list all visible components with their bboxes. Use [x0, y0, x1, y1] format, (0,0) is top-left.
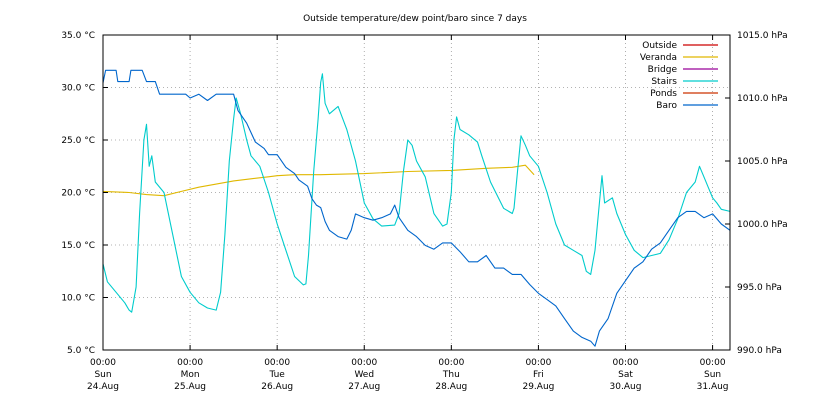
- x-tick-day-label: Wed: [354, 370, 374, 380]
- y-left-tick-label: 35.0 °C: [61, 31, 95, 41]
- y-right-tick-label: 990.0 hPa: [737, 346, 782, 356]
- x-tick-time-label: 00:00: [525, 358, 551, 368]
- legend: Outside Veranda Bridge Stairs Ponds Baro: [640, 41, 718, 111]
- axes: 5.0 °C 10.0 °C 15.0 °C 20.0 °C 25.0 °C 30.0 °…: [61, 31, 787, 392]
- y-left-tick-label: 15.0 °C: [61, 241, 95, 251]
- x-tick-date-label: 27.Aug: [348, 382, 380, 392]
- y-left-tick-label: 10.0 °C: [61, 294, 95, 304]
- x-tick-time-label: 00:00: [613, 358, 639, 368]
- y-right-tick-label: 1010.0 hPa: [737, 94, 788, 104]
- legend-label-veranda: Veranda: [640, 53, 677, 63]
- y-left-tick-label: 5.0 °C: [67, 346, 95, 356]
- x-tick-day-label: Sun: [704, 370, 721, 380]
- y-left-tick-label: 20.0 °C: [61, 189, 95, 199]
- x-tick-time-label: 00:00: [351, 358, 377, 368]
- x-tick-date-label: 24.Aug: [87, 382, 119, 392]
- data-series: [102, 69, 731, 347]
- legend-label-bridge: Bridge: [648, 65, 678, 75]
- legend-label-ponds: Ponds: [650, 89, 677, 99]
- x-tick-time-label: 00:00: [700, 358, 726, 368]
- x-tick-time-label: 00:00: [177, 358, 203, 368]
- x-tick-day-label: Sun: [94, 370, 111, 380]
- x-tick-day-label: Thu: [442, 370, 460, 380]
- x-tick-day-label: Fri: [533, 370, 544, 380]
- series-line-baro: [102, 69, 731, 347]
- x-tick-date-label: 29.Aug: [522, 382, 554, 392]
- chart-title: Outside temperature/dew point/baro since…: [303, 14, 527, 24]
- y-right-tick-label: 1000.0 hPa: [737, 220, 788, 230]
- x-tick-date-label: 30.Aug: [610, 382, 642, 392]
- y-right-tick-label: 1005.0 hPa: [737, 157, 788, 167]
- series-line-stairs: [102, 73, 731, 313]
- legend-label-stairs: Stairs: [651, 77, 677, 87]
- x-tick-date-label: 31.Aug: [697, 382, 729, 392]
- x-tick-time-label: 00:00: [438, 358, 464, 368]
- legend-label-outside: Outside: [642, 41, 677, 51]
- grid-lines: [103, 35, 730, 350]
- x-tick-day-label: Mon: [181, 370, 200, 380]
- plot-frame: [102, 34, 731, 351]
- legend-label-baro: Baro: [656, 101, 677, 111]
- x-tick-day-label: Tue: [268, 370, 285, 380]
- x-tick-day-label: Sat: [618, 370, 633, 380]
- y-right-tick-label: 995.0 hPa: [737, 283, 782, 293]
- y-left-tick-label: 25.0 °C: [61, 136, 95, 146]
- x-tick-time-label: 00:00: [90, 358, 116, 368]
- series-line-veranda: [102, 164, 535, 197]
- x-tick-time-label: 00:00: [264, 358, 290, 368]
- x-tick-date-label: 25.Aug: [174, 382, 206, 392]
- x-tick-date-label: 26.Aug: [261, 382, 293, 392]
- y-left-tick-label: 30.0 °C: [61, 84, 95, 94]
- y-right-tick-label: 1015.0 hPa: [737, 31, 788, 41]
- x-tick-date-label: 28.Aug: [435, 382, 467, 392]
